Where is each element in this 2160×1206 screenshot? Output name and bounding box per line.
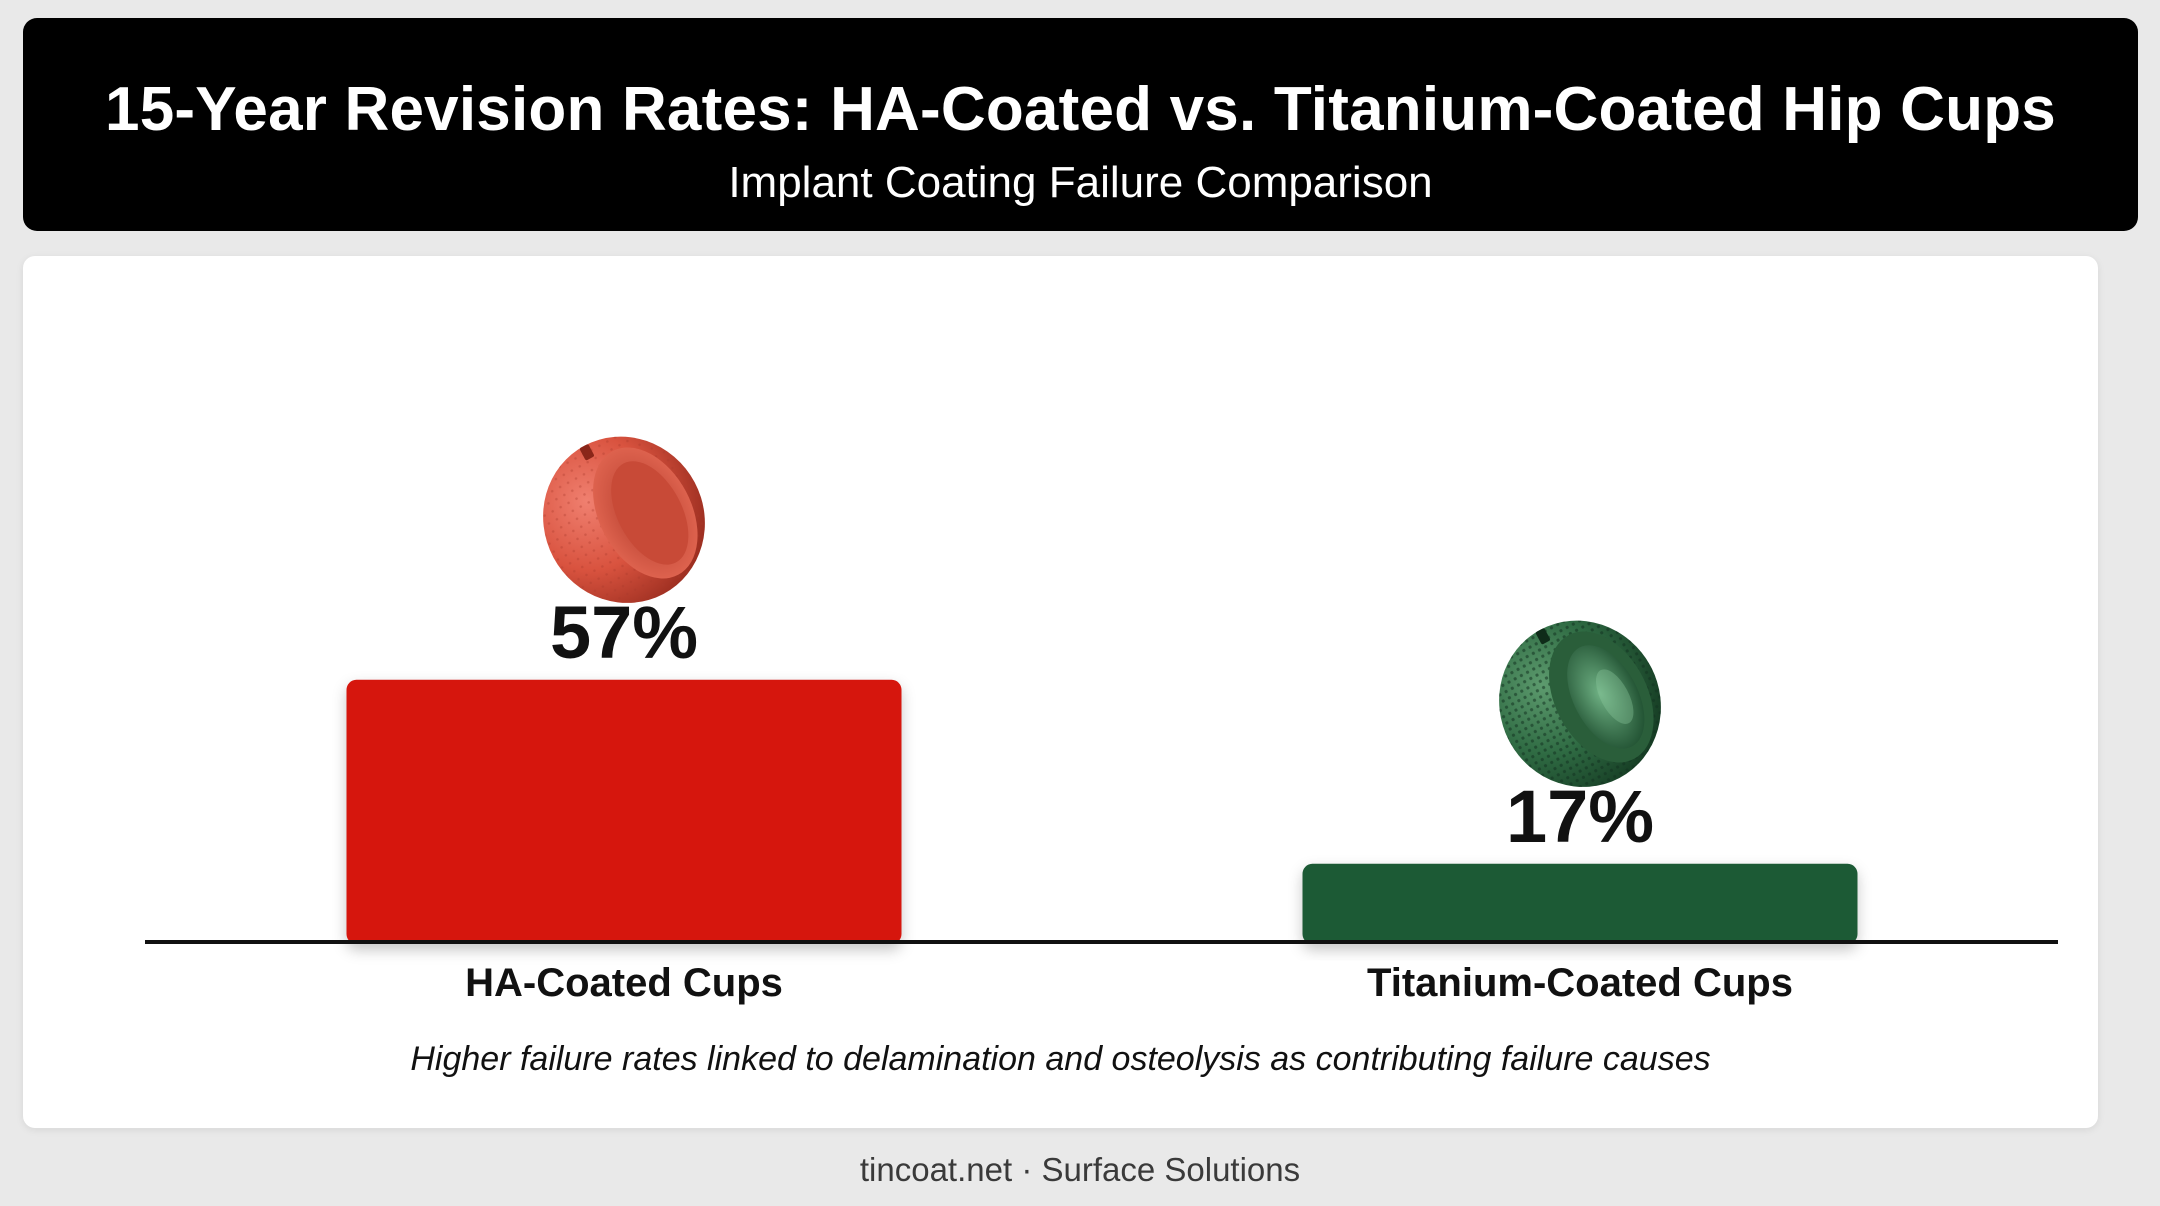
page-subtitle: Implant Coating Failure Comparison <box>728 158 1433 207</box>
bar-titanium-coated <box>1302 863 1858 944</box>
chart-panel: 57% HA-Coated Cups 17% Titanium-Coated Cups… <box>23 256 2098 1128</box>
category-label-ha-coated: HA-Coated Cups <box>465 961 783 1005</box>
ha-coated-hip-cup-icon <box>543 436 705 603</box>
data-label-titanium-coated: 17% <box>1506 775 1654 858</box>
page-title: 15-Year Revision Rates: HA-Coated vs. Ti… <box>105 75 2056 144</box>
bar-ha-coated <box>346 679 902 944</box>
bar-chart: 57% HA-Coated Cups 17% Titanium-Coated Cups <box>145 436 2058 1005</box>
footer-credit: tincoat.net · Surface Solutions <box>859 1151 1301 1188</box>
titanium-coated-hip-cup-icon <box>1499 620 1661 787</box>
chart-footnote: Higher failure rates linked to delaminat… <box>410 1040 1711 1078</box>
data-label-ha-coated: 57% <box>550 591 698 674</box>
category-label-titanium-coated: Titanium-Coated Cups <box>1367 961 1793 1005</box>
header-banner: 15-Year Revision Rates: HA-Coated vs. Ti… <box>23 18 2138 231</box>
